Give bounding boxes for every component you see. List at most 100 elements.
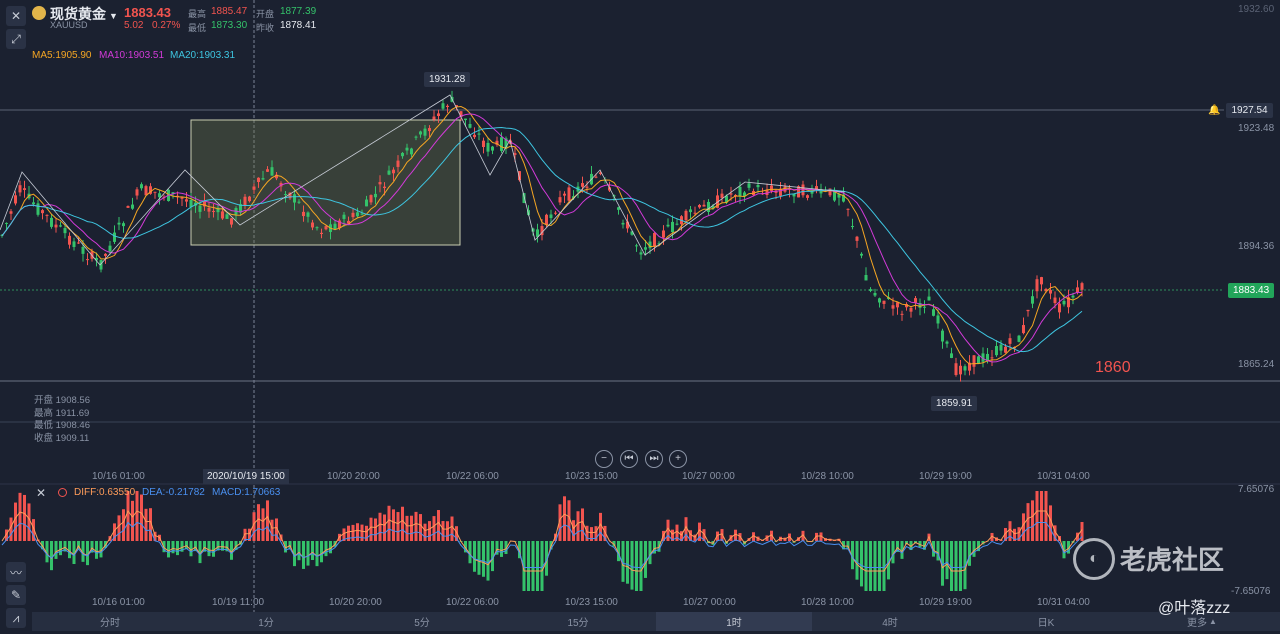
macd-bar (518, 541, 521, 559)
zoom-in-button[interactable]: + (669, 450, 687, 468)
candle-body (855, 236, 859, 241)
candle-body (198, 205, 202, 212)
ruler-tool-button[interactable]: 〰 (6, 562, 26, 582)
macd-bar (464, 541, 467, 553)
period-tab-1m[interactable]: 1分 (258, 618, 274, 629)
macd-bar (666, 519, 670, 541)
ma5-line (1, 105, 1083, 365)
candle-body (585, 186, 589, 188)
macd-bar (54, 541, 58, 559)
macd-bar (815, 532, 818, 541)
candle-body (581, 183, 584, 187)
macd-bar (99, 541, 103, 558)
macd-bar (495, 541, 499, 555)
macd-bar (225, 541, 229, 552)
candle-body (482, 140, 485, 148)
candle-body (266, 169, 269, 172)
candle-body (477, 133, 481, 135)
settings-dot-icon[interactable] (58, 488, 67, 497)
macd-bar (68, 541, 71, 559)
macd-bar (342, 528, 346, 541)
candle-body (41, 210, 44, 214)
macd-bar (234, 541, 238, 550)
macd-bar (963, 541, 967, 590)
candle-body (1049, 290, 1052, 294)
macd-bar (1004, 528, 1007, 541)
candle-body (819, 189, 823, 194)
macd-bar (144, 508, 148, 541)
close-chart-button[interactable]: ✕ (6, 6, 26, 26)
candle-body (387, 170, 391, 175)
candle-body (374, 193, 377, 198)
macd-bar (801, 530, 805, 541)
period-tab-15m[interactable]: 15分 (567, 618, 589, 629)
candle-body (473, 134, 476, 138)
macd-bar (617, 541, 620, 562)
macd-bar (504, 541, 508, 554)
zoom-out-button[interactable]: − (595, 450, 613, 468)
macd-x-label-8: 10/29 19:00 (919, 597, 972, 608)
candle-body (437, 113, 440, 116)
macd-bar (153, 531, 157, 541)
macd-bar (500, 541, 503, 557)
candle-body (500, 137, 503, 151)
period-tab-1h[interactable]: 1时 (656, 612, 812, 631)
candle-body (630, 231, 634, 235)
macd-bar (918, 541, 922, 548)
macd-bar (41, 541, 44, 550)
macd-bar (432, 516, 436, 541)
scroll-left-button[interactable]: ⏮ (620, 450, 638, 468)
price-change: 5.02 (124, 20, 144, 31)
macd-bar (230, 541, 233, 560)
candle-body (536, 229, 539, 237)
candle-body (1067, 297, 1070, 308)
indicator-tool-button[interactable]: ⩘ (6, 608, 26, 628)
candle-body (81, 246, 85, 254)
skip-back-icon: ⏮ (624, 453, 634, 464)
scroll-right-button[interactable]: ⏭ (645, 450, 663, 468)
macd-bar (419, 514, 422, 541)
close-icon: ✕ (10, 9, 22, 23)
close-macd-button[interactable]: ✕ (36, 486, 46, 500)
candle-body (23, 188, 26, 190)
candle-body (495, 140, 499, 145)
candle-body (986, 353, 989, 362)
macd-bar (1049, 505, 1052, 541)
macd-bar (90, 541, 94, 553)
macd-x-label-3: 10/20 20:00 (329, 597, 382, 608)
macd-bar (212, 541, 215, 557)
y-axis-label-2: 1894.36 (1238, 241, 1275, 252)
candle-body (149, 186, 152, 194)
ohlc-open: 开盘 1908.56 (34, 395, 90, 406)
macd-bar (324, 541, 328, 557)
period-tab-daily[interactable]: 日K (1037, 618, 1055, 629)
candle-body (914, 298, 917, 303)
macd-bar (1026, 503, 1030, 541)
instrument-name[interactable]: 现货黄金 ▼ (50, 6, 118, 22)
candle-body (662, 230, 665, 238)
candle-body (176, 195, 179, 197)
candle-body (108, 245, 112, 252)
price-alert-line-label[interactable]: 🔔 1927.54 (1208, 103, 1273, 118)
crosshair-time-label: 2020/10/19 15:00 (203, 469, 289, 484)
macd-bar (896, 541, 899, 552)
period-tab-more[interactable]: 更多 ▲ (1124, 612, 1280, 631)
candle-body (675, 223, 679, 225)
macd-bar (869, 541, 872, 591)
macd-bar (396, 512, 400, 541)
period-tab-4h[interactable]: 4时 (882, 618, 898, 629)
macd-bar (275, 518, 278, 541)
candle-body (617, 207, 620, 210)
candle-body (459, 111, 463, 117)
macd-bar (72, 541, 76, 565)
macd-bar (311, 541, 314, 560)
candle-body (837, 194, 841, 198)
period-tab-timeshare[interactable]: 分时 (100, 618, 120, 629)
macd-bar (698, 522, 701, 541)
draw-tool-button[interactable]: ⤢ (6, 29, 26, 49)
pen-tool-button[interactable]: ✎ (6, 585, 26, 605)
period-tab-5m[interactable]: 5分 (414, 618, 430, 629)
candle-body (594, 176, 598, 178)
candle-body (779, 188, 782, 196)
